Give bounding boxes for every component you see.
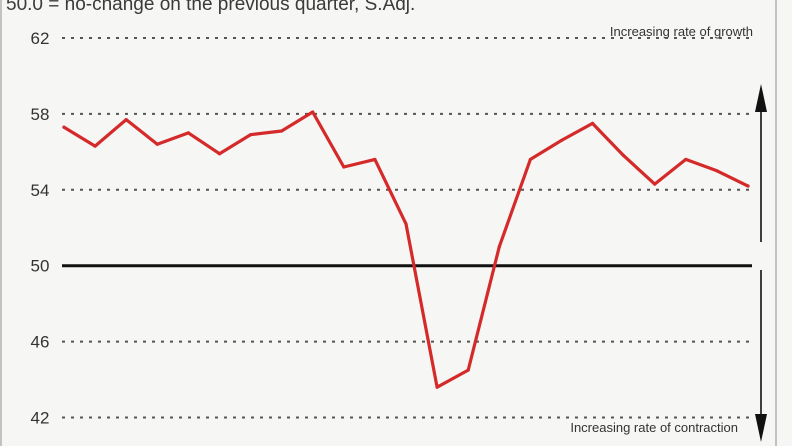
y-tick-54: 54 xyxy=(31,181,50,200)
annotation-contraction: Increasing rate of contraction xyxy=(570,420,738,435)
y-tick-62: 62 xyxy=(31,29,50,48)
y-tick-42: 42 xyxy=(31,409,50,428)
data-point xyxy=(715,169,719,173)
series-line xyxy=(62,110,750,389)
growth-arrow xyxy=(755,84,767,242)
y-tick-58: 58 xyxy=(31,105,50,124)
y-tick-labels: 62 58 54 50 46 42 xyxy=(31,29,50,428)
y-tick-46: 46 xyxy=(31,333,50,352)
contraction-arrow xyxy=(755,270,767,442)
data-point xyxy=(62,125,66,129)
annotation-growth: Increasing rate of growth xyxy=(610,24,753,39)
data-point xyxy=(559,138,564,143)
data-point xyxy=(124,117,128,122)
data-point xyxy=(186,131,190,135)
data-point xyxy=(342,165,346,169)
data-point xyxy=(373,157,377,162)
series-points xyxy=(62,110,750,389)
data-point xyxy=(528,157,532,162)
data-point xyxy=(622,154,626,158)
grid-lines xyxy=(62,36,752,419)
y-tick-50: 50 xyxy=(31,257,50,276)
data-point xyxy=(466,368,470,372)
data-point xyxy=(590,121,595,125)
data-point xyxy=(217,152,222,156)
data-point xyxy=(746,184,750,188)
data-point xyxy=(280,129,284,133)
data-point xyxy=(155,142,159,146)
chart-subtitle: 50.0 = no-change on the previous quarter… xyxy=(6,0,415,15)
data-point xyxy=(435,385,439,389)
data-point xyxy=(653,182,657,186)
data-point xyxy=(497,245,501,249)
data-point xyxy=(684,157,688,162)
data-point xyxy=(93,144,97,148)
data-point xyxy=(404,222,408,226)
data-point xyxy=(311,110,315,114)
data-point xyxy=(248,133,253,137)
